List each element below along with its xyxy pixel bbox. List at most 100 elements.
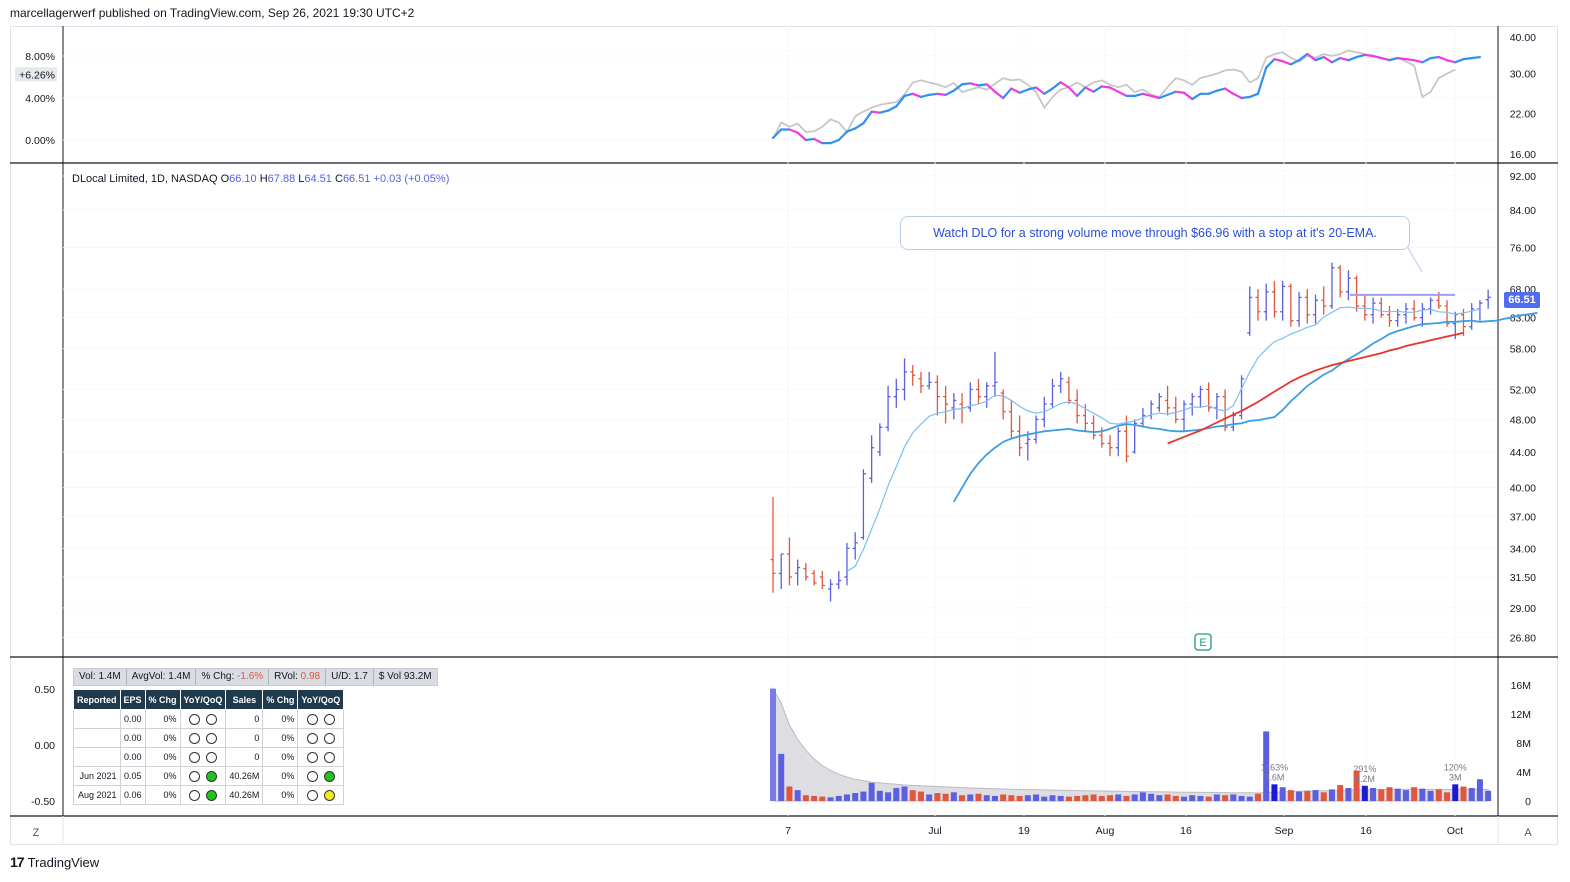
- rs-line-segment: [1108, 86, 1120, 93]
- volume-bar: [917, 791, 924, 801]
- annotation-callout[interactable]: Watch DLO for a strong volume move throu…: [900, 216, 1410, 250]
- ohlc-bar: [795, 559, 801, 586]
- volume-bar: [967, 794, 974, 801]
- volume-left-tick-label: 0.00: [35, 740, 56, 752]
- earnings-row: Aug 2021 0.06 0% 40.26M 0%: [73, 785, 345, 805]
- earnings-cell-reported: [73, 728, 121, 748]
- rs-left-tick-label: 8.00%: [25, 51, 55, 63]
- stat-rvol-value: 0.98: [300, 671, 321, 682]
- volume-bar: [1213, 794, 1220, 801]
- ohlc-bar: [1197, 385, 1203, 408]
- y-tick-label: 44.00: [1510, 447, 1536, 459]
- symbol-legend: DLocal Limited, 1D, NASDAQ O66.10 H67.88…: [72, 173, 449, 185]
- rs-line-segment: [1413, 59, 1424, 64]
- stat-vol-value: 1.4M: [98, 671, 121, 682]
- earnings-row: 0.00 0% 0 0%: [73, 709, 345, 729]
- ohlc-bar: [1280, 280, 1286, 321]
- rs-line-segment: [1273, 58, 1284, 63]
- footer-brand[interactable]: 17 TradingView: [10, 854, 99, 870]
- ohlc-bar: [951, 393, 957, 420]
- callout-pointer: [1407, 247, 1423, 273]
- stat-dollar-vol: $ Vol 93.2M: [374, 669, 437, 685]
- rs-line-segment: [829, 138, 840, 145]
- y-tick-label: 34.00: [1510, 543, 1536, 555]
- ohlc-bar: [1345, 270, 1351, 301]
- rs-right-tick-label: 22.00: [1510, 108, 1536, 120]
- volume-bar: [1337, 785, 1344, 801]
- ohlc-bar: [1206, 382, 1212, 412]
- ohlc-bar: [1370, 297, 1376, 324]
- volume-bar: [1008, 795, 1015, 801]
- moving-average-line: [953, 312, 1538, 503]
- stat-dollar-vol-label: $ Vol: [378, 671, 404, 682]
- moving-average-line: [1167, 331, 1464, 445]
- rs-line-segment: [1421, 56, 1432, 64]
- earnings-cell-sales: 0: [225, 747, 264, 767]
- earnings-cell-chg2: 0%: [262, 766, 299, 786]
- legend-change: +0.03 (+0.05%): [374, 173, 450, 185]
- rs-line-segment: [1117, 90, 1128, 98]
- ohlc-bar: [1255, 289, 1261, 321]
- volume-bar: [1065, 796, 1072, 801]
- volume-spike-vol: 4.2M: [1355, 774, 1375, 784]
- volume-bar: [1287, 790, 1294, 801]
- earnings-cell-dots1: [179, 766, 227, 786]
- volume-bar: [991, 795, 998, 801]
- earnings-cell-reported: [73, 747, 121, 767]
- rs-line-segment: [1265, 58, 1276, 69]
- volume-bar: [1016, 795, 1023, 801]
- rs-line-segment: [1166, 90, 1177, 96]
- ohlc-bar: [1148, 400, 1154, 420]
- status-dot-icon: [306, 770, 318, 782]
- rs-line-segment: [1191, 92, 1202, 101]
- ohlc-bar: [1074, 389, 1080, 424]
- earnings-cell-dots2: [297, 709, 345, 729]
- y-tick-label: 92.00: [1510, 171, 1536, 183]
- y-tick-label: 37.00: [1510, 512, 1536, 524]
- volume-bar: [819, 796, 826, 801]
- volume-left-tick-label: -0.50: [31, 796, 55, 808]
- ohlc-bar: [1033, 415, 1039, 444]
- volume-bar: [1361, 785, 1368, 801]
- legend-symbol: DLocal Limited, 1D, NASDAQ: [72, 173, 218, 185]
- earnings-header-cell: % Chg: [262, 689, 299, 710]
- volume-right-tick-label: 8M: [1516, 738, 1531, 750]
- scale-z-button[interactable]: Z: [32, 827, 40, 839]
- avg-volume-area: [772, 686, 1489, 802]
- rs-line-segment: [812, 137, 824, 145]
- rs-line-segment: [1100, 85, 1112, 89]
- rs-price-line: [772, 49, 1456, 140]
- earnings-cell-dots1: [179, 785, 227, 805]
- volume-bar: [1230, 794, 1237, 801]
- scale-auto-button[interactable]: A: [1524, 827, 1532, 839]
- rs-line-segment: [1256, 66, 1268, 95]
- rs-line-segment: [1240, 95, 1251, 100]
- ohlc-bar: [1173, 396, 1179, 424]
- legend-o-value: 66.10: [229, 173, 257, 185]
- ohlc-bar: [984, 382, 990, 408]
- ohlc-bar: [1049, 378, 1055, 408]
- ohlc-bar: [1008, 400, 1014, 440]
- volume-bar: [794, 790, 801, 801]
- volume-bar: [1024, 795, 1031, 801]
- rs-line-segment: [911, 92, 923, 99]
- volume-right-tick-label: 0: [1525, 796, 1531, 808]
- x-tick-label: Aug: [1096, 825, 1115, 837]
- earnings-row: Jun 2021 0.05 0% 40.26M 0%: [73, 766, 345, 786]
- volume-bar: [893, 787, 900, 801]
- status-dot-icon: [306, 751, 318, 763]
- status-dot-icon: [323, 789, 335, 801]
- volume-bar: [1460, 786, 1467, 801]
- ohlc-bar: [828, 579, 834, 602]
- volume-bar: [1156, 795, 1163, 801]
- chart-svg[interactable]: 7 Jul 19 Aug 16 Sep 16 Oct92.0084.0076.0068.006…: [10, 26, 1558, 846]
- ohlc-bar: [1214, 393, 1220, 420]
- volume-right-tick-label: 16M: [1511, 680, 1531, 692]
- rs-line-segment: [1059, 81, 1071, 89]
- ohlc-bar: [1247, 286, 1253, 336]
- rs-line-segment: [837, 130, 849, 142]
- volume-bar: [1279, 787, 1286, 801]
- stat-ud-label: U/D:: [331, 671, 354, 682]
- volume-bar: [1328, 789, 1335, 801]
- volume-bar: [1370, 787, 1377, 801]
